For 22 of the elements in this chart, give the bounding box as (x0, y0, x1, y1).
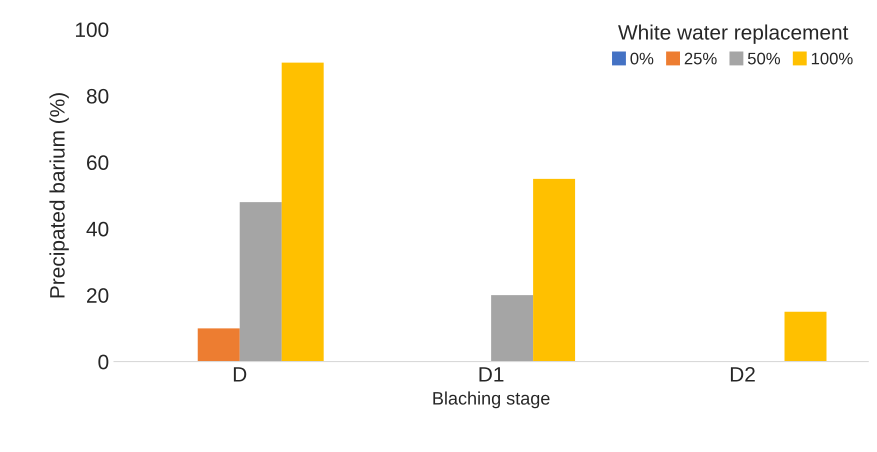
bar (240, 202, 282, 362)
legend-label: 0% (630, 52, 654, 64)
y-tick-label: 80 (86, 88, 108, 104)
y-axis-title: Precipated barium (%) (49, 93, 69, 298)
y-tick-label: 100 (76, 22, 108, 38)
bar (282, 62, 324, 362)
bar (491, 295, 534, 362)
legend-label: 25% (684, 52, 717, 64)
x-axis-title: Blaching stage (433, 391, 550, 408)
y-tick-label: 40 (86, 222, 108, 236)
y-tick-label: 20 (87, 288, 108, 303)
legend-label: 50% (748, 52, 780, 64)
bar (198, 328, 240, 362)
legend-label: 100% (812, 52, 853, 64)
x-tick-label: D (234, 367, 246, 382)
x-tick-label: D2 (730, 367, 755, 382)
bar (533, 178, 576, 362)
x-tick-label: D1 (480, 367, 504, 382)
y-tick-label: 60 (87, 155, 108, 170)
legend-title: White water replacement (618, 24, 848, 44)
y-tick-label: 0 (98, 354, 108, 370)
bar (784, 312, 826, 362)
